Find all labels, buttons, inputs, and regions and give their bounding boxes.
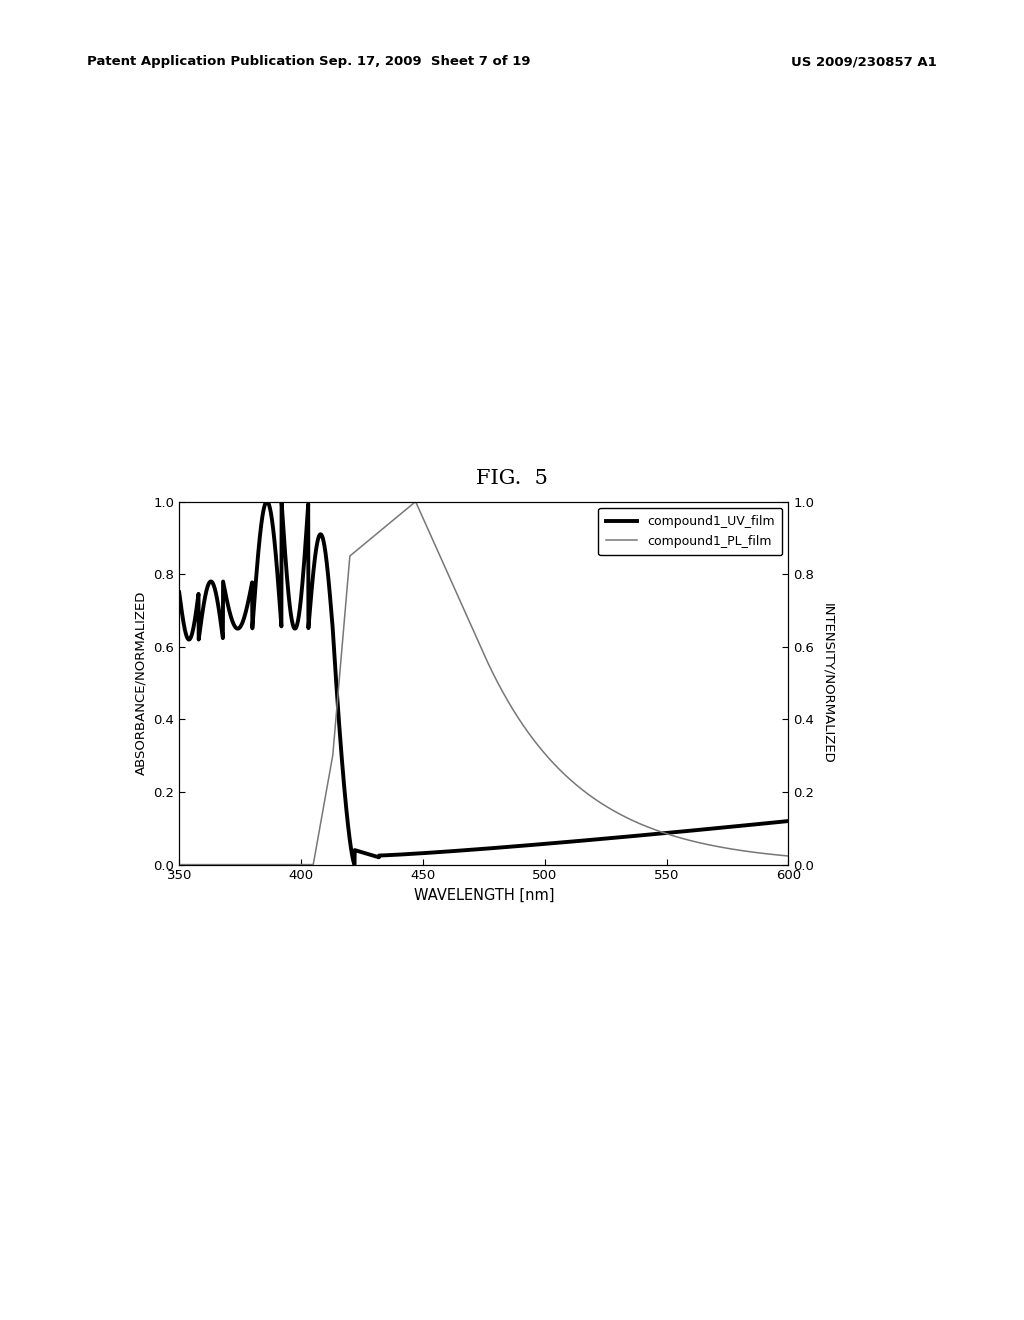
compound1_UV_film [706, 821, 718, 837]
Line: compound1_PL_film: compound1_PL_film [179, 502, 788, 865]
compound1_UV_film [173, 585, 185, 601]
compound1_UV_film [243, 591, 255, 607]
compound1_PL_film [705, 837, 717, 853]
compound1_PL_film [279, 857, 291, 873]
compound1_PL_film [243, 857, 255, 873]
Text: Sep. 17, 2009  Sheet 7 of 19: Sep. 17, 2009 Sheet 7 of 19 [319, 55, 530, 69]
Text: US 2009/230857 A1: US 2009/230857 A1 [792, 55, 937, 69]
Text: FIG.  5: FIG. 5 [476, 469, 548, 487]
compound1_PL_film [410, 494, 422, 510]
compound1_UV_film [433, 843, 445, 859]
compound1_PL_film [173, 857, 185, 873]
compound1_UV_film [771, 814, 783, 830]
compound1_UV_film [348, 857, 360, 873]
compound1_UV_film [408, 846, 420, 862]
compound1_PL_film [782, 847, 795, 863]
compound1_UV_film [782, 813, 795, 829]
Y-axis label: ABSORBANCE/NORMALIZED: ABSORBANCE/NORMALIZED [135, 591, 147, 775]
Legend: compound1_UV_film, compound1_PL_film: compound1_UV_film, compound1_PL_film [598, 508, 782, 556]
compound1_PL_film [433, 546, 445, 562]
Line: compound1_UV_film: compound1_UV_film [179, 502, 788, 865]
X-axis label: WAVELENGTH [nm]: WAVELENGTH [nm] [414, 888, 554, 903]
compound1_UV_film [261, 494, 273, 510]
compound1_PL_film [770, 847, 782, 863]
Text: Patent Application Publication: Patent Application Publication [87, 55, 314, 69]
Y-axis label: INTENSITY/NORMALIZED: INTENSITY/NORMALIZED [821, 603, 834, 763]
compound1_PL_film [407, 496, 419, 512]
compound1_UV_film [279, 544, 291, 560]
